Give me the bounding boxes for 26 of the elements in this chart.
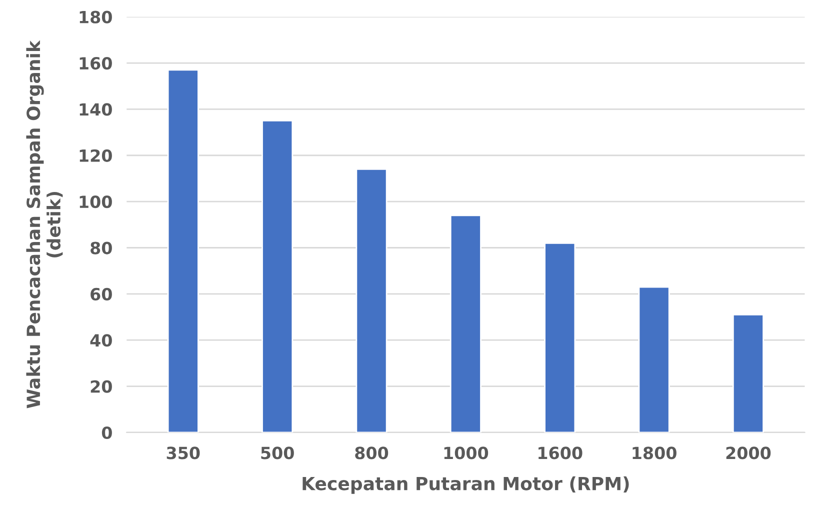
x-tick-label: 1600 xyxy=(538,446,582,460)
y-tick-label: 60 xyxy=(90,288,112,300)
y-axis-title: Waktu Pencacahan Sampah Organik (detik) xyxy=(26,40,63,408)
x-tick-label: 350 xyxy=(166,446,200,460)
y-tick-label: 160 xyxy=(80,56,112,70)
bar xyxy=(356,168,388,432)
bar xyxy=(450,214,482,432)
x-tick-label: 500 xyxy=(261,446,294,460)
x-tick-label: 800 xyxy=(355,446,388,460)
y-tick-label: 0 xyxy=(102,426,112,440)
bar xyxy=(544,242,576,432)
x-tick-label: 1000 xyxy=(444,446,488,460)
bar xyxy=(638,286,670,432)
bar xyxy=(732,314,764,432)
x-axis-title: Kecepatan Putaran Motor (RPM) xyxy=(302,476,629,494)
x-tick-label: 1800 xyxy=(632,446,676,460)
bar xyxy=(167,69,199,432)
y-tick-label: 20 xyxy=(90,380,112,393)
x-tick-label: 2000 xyxy=(726,446,771,460)
y-tick-label: 100 xyxy=(80,196,112,208)
y-tick-label: 40 xyxy=(90,334,112,347)
y-tick-label: 80 xyxy=(90,242,112,254)
y-tick-label: 140 xyxy=(80,103,112,116)
y-tick-label: 120 xyxy=(80,149,112,162)
y-tick-label: 180 xyxy=(80,10,112,24)
bar xyxy=(262,120,294,432)
